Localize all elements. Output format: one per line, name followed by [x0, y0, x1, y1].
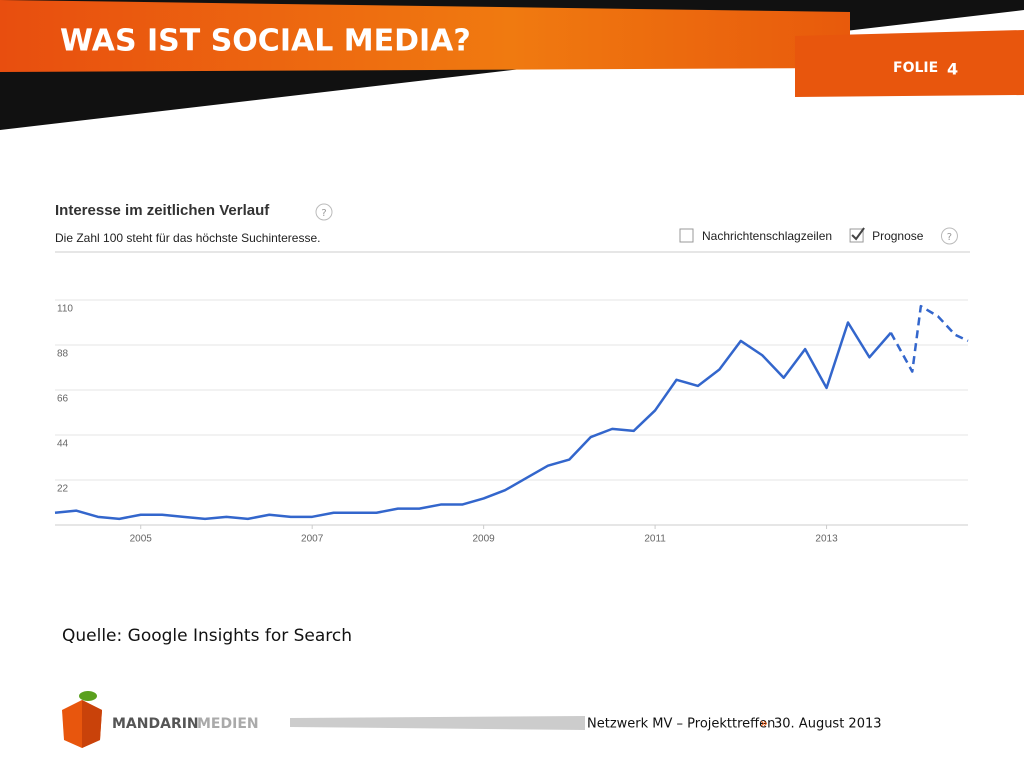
- series-line: [54, 321, 892, 521]
- y-tick-label: 22: [57, 484, 69, 495]
- help-icon-mark: ?: [947, 232, 952, 243]
- series-line: [889, 304, 969, 373]
- x-tick-label: 2007: [301, 534, 324, 545]
- help-icon[interactable]: [940, 227, 958, 245]
- logo: MANDARIN MEDIEN: [62, 691, 259, 748]
- y-tick-label: 44: [57, 439, 69, 450]
- x-tick-label: 2011: [644, 534, 666, 545]
- source: Quelle: Google Insights for Search: [62, 626, 352, 646]
- x-tick-label: 2009: [473, 534, 496, 545]
- footer-date: 30. August 2013: [774, 717, 882, 732]
- help-icon[interactable]: [315, 203, 333, 221]
- y-tick-label: 88: [57, 349, 69, 360]
- y-tick-label: 110: [57, 304, 73, 315]
- logo-text: MEDIEN: [197, 716, 259, 732]
- slide-title: WAS IST SOCIAL MEDIA?: [60, 24, 471, 59]
- option-label: Nachrichtenschlagzeilen: [702, 229, 832, 243]
- chart-subtitle: Die Zahl 100 steht für das höchste Suchi…: [55, 231, 320, 245]
- logo-text: MANDARIN: [112, 716, 199, 732]
- chart: Interesse im zeitlichen Verlauf ? Die Za…: [54, 202, 970, 545]
- folie-number: 4: [947, 60, 958, 79]
- folie-band: [795, 30, 1024, 97]
- y-tick-label: 66: [57, 394, 69, 405]
- folie-label: FOLIE: [893, 60, 938, 76]
- header-band: [0, 0, 850, 72]
- logo-cube-side: [82, 700, 102, 748]
- x-tick-label: 2013: [815, 534, 838, 545]
- help-icon-mark: ?: [321, 208, 326, 219]
- x-tick-label: 2005: [130, 534, 153, 545]
- chart-title: Interesse im zeitlichen Verlauf: [55, 202, 270, 219]
- checkbox[interactable]: [679, 228, 694, 243]
- footer-separator: »: [760, 717, 768, 732]
- checkmark: [851, 227, 865, 241]
- footer-bar: [290, 716, 585, 730]
- footer-event: Netzwerk MV – Projekttreffen: [587, 717, 775, 732]
- option-label: Prognose: [872, 229, 924, 243]
- logo-leaf: [79, 691, 97, 701]
